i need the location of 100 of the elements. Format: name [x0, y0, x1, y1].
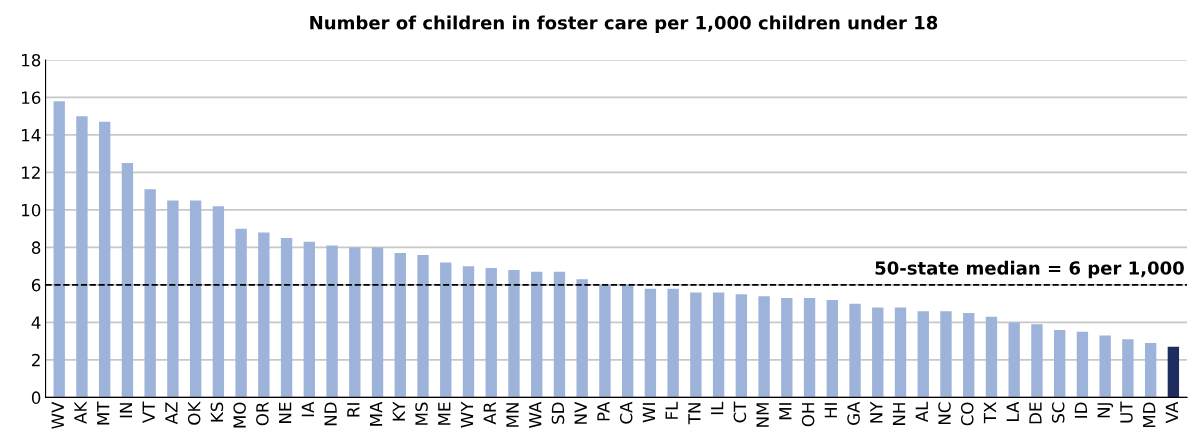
x-tick-label: SC [1051, 402, 1065, 423]
bar [644, 288, 657, 398]
x-tick-label: UT [1120, 401, 1133, 423]
y-tick-label: 18 [22, 53, 41, 67]
x-tick-label: ID [1074, 402, 1088, 418]
x-tick-label: IN [119, 403, 133, 418]
x-tick-label: ME [438, 402, 451, 425]
x-tick-label: IL [711, 401, 724, 415]
bar [371, 247, 384, 398]
bar [576, 279, 588, 398]
x-tick-label: CA [619, 401, 633, 424]
chart-title: Number of children in foster care per 1,000 children under 18 [310, 15, 938, 34]
x-tick-label: MO [233, 402, 246, 428]
y-tick-label: 4 [31, 316, 41, 329]
bar [440, 262, 452, 398]
x-tick-label: KY [392, 401, 405, 421]
bar [1144, 343, 1157, 398]
bar [803, 298, 816, 398]
bar [76, 116, 88, 398]
x-tick-label: PA [597, 401, 610, 421]
bar [167, 200, 179, 398]
x-tick-label: NY [870, 401, 883, 423]
x-tick-label: CT [733, 401, 747, 423]
x-tick-label: MN [506, 403, 519, 427]
x-tick-label: WI [642, 403, 655, 423]
y-tick-label: 10 [22, 203, 41, 217]
bar [462, 266, 475, 398]
bar [621, 284, 634, 398]
x-tick-label: MT [97, 401, 110, 425]
x-tick-label: MD [1143, 402, 1156, 428]
x-tick-label: NE [279, 402, 292, 423]
x-tick-label: AL [915, 401, 928, 423]
bar [599, 284, 611, 398]
x-tick-label: RI [347, 403, 360, 417]
bar [826, 299, 838, 398]
bar [258, 232, 270, 398]
y-tick-label: 16 [22, 91, 41, 104]
x-tick-label: NJ [1097, 403, 1114, 418]
bar [394, 253, 406, 398]
x-tick-label: NV [574, 401, 587, 424]
y-tick-label: 0 [31, 391, 41, 404]
bar [349, 247, 361, 398]
x-tick-label: IA [301, 401, 314, 417]
x-tick-label: VT [142, 401, 155, 423]
x-tick-label: CO [960, 402, 974, 426]
bar [690, 292, 702, 398]
bar [553, 271, 566, 398]
bar [1076, 331, 1089, 398]
ref-line-label: 50-state median = 6 per 1,000 [875, 260, 1184, 279]
x-tick-label: LA [1006, 401, 1019, 421]
x-tick-label: KS [210, 402, 224, 422]
y-tick-label: 2 [32, 353, 40, 367]
x-tick-label: HI [824, 403, 837, 418]
x-tick-label: AR [483, 402, 496, 425]
bar [872, 307, 884, 398]
y-tick-label: 12 [22, 166, 40, 179]
x-tick-label: NC [938, 402, 951, 425]
bar [735, 294, 748, 398]
bar [1031, 324, 1043, 398]
x-tick-label: VA [1165, 401, 1178, 424]
bar [417, 254, 429, 398]
bar [144, 189, 156, 398]
bar [712, 292, 725, 398]
bar [963, 313, 975, 398]
x-tick-label: TX [983, 402, 997, 424]
bar [189, 200, 202, 398]
x-tick-label: MA [369, 401, 383, 426]
bar [508, 269, 520, 398]
x-tick-label: ND [324, 402, 337, 426]
bar [235, 228, 247, 398]
bar [1053, 329, 1066, 398]
x-tick-label: SD [551, 402, 565, 424]
x-tick-label: NH [892, 403, 906, 425]
y-tick-label: 6 [31, 278, 41, 292]
x-tick-label: WA [529, 401, 542, 428]
bar [1099, 335, 1111, 398]
x-tick-label: WV [51, 401, 64, 429]
bar [758, 296, 770, 398]
bar [667, 288, 679, 398]
bar [894, 307, 907, 398]
x-tick-label: AK [74, 401, 87, 424]
y-tick-label: 8 [31, 241, 41, 254]
bar [99, 121, 111, 398]
x-tick-label: FL [665, 401, 678, 419]
bar [531, 271, 543, 398]
x-tick-label: TN [688, 403, 701, 425]
y-tick-label: 14 [22, 129, 41, 142]
x-tick-label: WY [460, 401, 474, 428]
bar [280, 238, 293, 398]
bar [781, 298, 793, 398]
bar [53, 101, 65, 398]
bar [940, 311, 952, 398]
bar [985, 316, 998, 398]
bar [1122, 339, 1134, 398]
bar [326, 245, 338, 398]
x-tick-label: DE [1029, 402, 1042, 424]
x-tick-label: OR [256, 402, 269, 426]
bar [485, 268, 497, 398]
x-tick-label: AZ [165, 402, 178, 425]
x-tick-label: GA [847, 401, 860, 425]
